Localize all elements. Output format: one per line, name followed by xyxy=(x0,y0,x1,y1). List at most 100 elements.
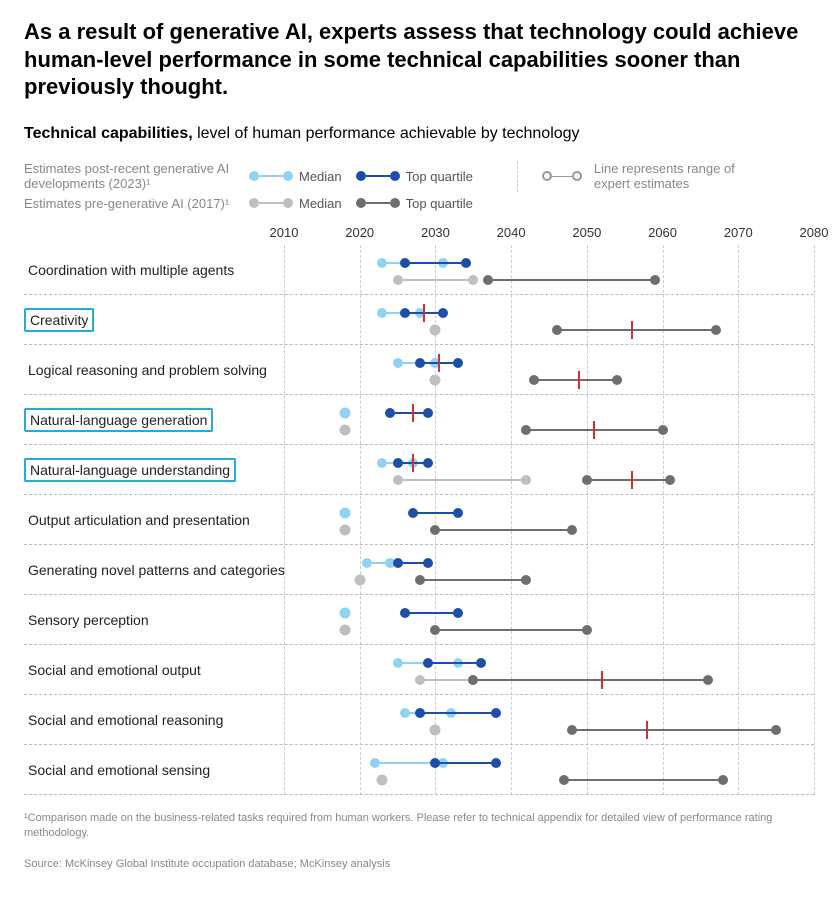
chart-row: Sensory perception xyxy=(24,595,814,645)
data-point xyxy=(438,308,448,318)
data-point xyxy=(393,475,403,485)
red-marker xyxy=(412,404,414,422)
grid-line xyxy=(814,245,815,795)
legend-pre-median-swatch: Median xyxy=(249,196,342,211)
range-line xyxy=(564,779,723,781)
red-marker xyxy=(578,371,580,389)
data-point xyxy=(703,675,713,685)
data-point xyxy=(430,625,440,635)
range-line xyxy=(534,379,617,381)
data-point xyxy=(423,408,433,418)
data-point xyxy=(521,475,531,485)
data-point xyxy=(491,758,501,768)
legend-post-label: Estimates post-recent generative AI deve… xyxy=(24,161,249,192)
data-point xyxy=(370,758,380,768)
data-point xyxy=(430,525,440,535)
chart-rows: Coordination with multiple agentsCreativ… xyxy=(24,245,814,795)
red-marker xyxy=(438,354,440,372)
row-label: Sensory perception xyxy=(24,610,153,630)
data-point xyxy=(339,625,350,636)
x-tick-label: 2060 xyxy=(648,225,677,240)
red-marker xyxy=(646,721,648,739)
x-tick-label: 2070 xyxy=(724,225,753,240)
data-point xyxy=(385,408,395,418)
data-point xyxy=(430,758,440,768)
range-line xyxy=(398,279,474,281)
range-line xyxy=(420,679,473,681)
legend-left: Estimates post-recent generative AI deve… xyxy=(24,161,487,216)
data-point xyxy=(461,258,471,268)
data-point xyxy=(377,308,387,318)
data-point xyxy=(339,407,350,418)
legend-range-text: Line represents range of expert estimate… xyxy=(594,161,764,192)
range-line xyxy=(587,479,670,481)
data-point xyxy=(552,325,562,335)
data-point xyxy=(453,358,463,368)
legend-right: Line represents range of expert estimate… xyxy=(517,161,764,192)
legend-post-top-swatch: Top quartile xyxy=(356,169,473,184)
data-point xyxy=(521,425,531,435)
row-label: Natural-language generation xyxy=(24,408,213,432)
data-point xyxy=(393,358,403,368)
data-point xyxy=(415,358,425,368)
data-point xyxy=(521,575,531,585)
data-point xyxy=(415,708,425,718)
data-point xyxy=(718,775,728,785)
data-point xyxy=(393,558,403,568)
row-label: Natural-language understanding xyxy=(24,458,236,482)
data-point xyxy=(582,625,592,635)
chart-row: Social and emotional sensing xyxy=(24,745,814,795)
data-point xyxy=(339,607,350,618)
legend-median-text-2: Median xyxy=(299,196,342,211)
red-marker xyxy=(631,321,633,339)
legend-row-post: Estimates post-recent generative AI deve… xyxy=(24,161,487,192)
data-point xyxy=(453,508,463,518)
legend-row-pre: Estimates pre-generative AI (2017)¹ Medi… xyxy=(24,196,487,212)
range-line xyxy=(420,712,496,714)
data-point xyxy=(430,325,441,336)
chart-row: Creativity xyxy=(24,295,814,345)
data-point xyxy=(423,458,433,468)
chart-row: Logical reasoning and problem solving xyxy=(24,345,814,395)
red-marker xyxy=(631,471,633,489)
subtitle-bold: Technical capabilities, xyxy=(24,125,193,142)
range-line xyxy=(398,479,527,481)
data-point xyxy=(415,675,425,685)
red-marker xyxy=(412,454,414,472)
chart-row: Social and emotional output xyxy=(24,645,814,695)
range-line xyxy=(420,579,526,581)
range-line xyxy=(435,762,496,764)
chart-row: Generating novel patterns and categories xyxy=(24,545,814,595)
x-tick-label: 2030 xyxy=(421,225,450,240)
open-dot-icon xyxy=(542,171,552,181)
data-point xyxy=(362,558,372,568)
legend-post-median-swatch: Median xyxy=(249,169,342,184)
data-point xyxy=(665,475,675,485)
subtitle-light: level of human performance achievable by… xyxy=(193,125,580,142)
row-label: Logical reasoning and problem solving xyxy=(24,360,271,380)
row-label: Creativity xyxy=(24,308,94,332)
data-point xyxy=(377,258,387,268)
data-point xyxy=(377,775,388,786)
x-tick-label: 2020 xyxy=(345,225,374,240)
row-label: Generating novel patterns and categories xyxy=(24,560,289,580)
range-line xyxy=(488,279,655,281)
data-point xyxy=(491,708,501,718)
data-point xyxy=(400,608,410,618)
data-point xyxy=(567,725,577,735)
data-point xyxy=(582,475,592,485)
range-line xyxy=(405,612,458,614)
chart-row: Output articulation and presentation xyxy=(24,495,814,545)
range-line xyxy=(435,529,571,531)
data-point xyxy=(377,458,387,468)
x-tick-label: 2010 xyxy=(270,225,299,240)
range-line xyxy=(405,262,466,264)
data-point xyxy=(529,375,539,385)
chart-subtitle: Technical capabilities, level of human p… xyxy=(24,125,814,143)
row-label: Social and emotional sensing xyxy=(24,760,214,780)
data-point xyxy=(658,425,668,435)
row-label: Output articulation and presentation xyxy=(24,510,254,530)
x-axis: 20102020203020402050206020702080 xyxy=(24,225,814,245)
legend-top-text: Top quartile xyxy=(406,169,473,184)
legend-pre-label: Estimates pre-generative AI (2017)¹ xyxy=(24,196,249,212)
